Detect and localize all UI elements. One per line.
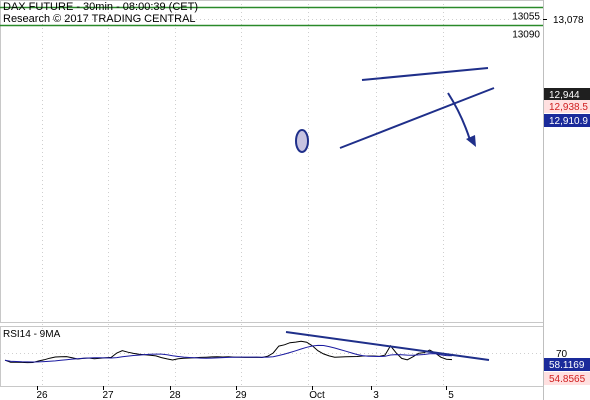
level-label-13055: 13055 bbox=[512, 12, 540, 23]
x-tick-label: 29 bbox=[235, 390, 247, 400]
price-gridlines bbox=[0, 19, 543, 20]
copyright-text: Research © 2017 TRADING CENTRAL bbox=[3, 13, 196, 25]
rsi-ma-line bbox=[4, 344, 453, 363]
price-panel-frame bbox=[0, 0, 544, 323]
trendline-upper bbox=[361, 67, 489, 81]
price-tag-label: 12,944 bbox=[549, 90, 580, 101]
price-tag-label: 12,938.5 bbox=[549, 102, 588, 113]
x-tick-label: 26 bbox=[36, 390, 48, 400]
gap-ellipse bbox=[295, 129, 309, 153]
price-tag-box bbox=[544, 100, 590, 113]
price-tag-box bbox=[544, 114, 590, 127]
price-tag-box bbox=[544, 88, 590, 101]
forecast-arrow bbox=[447, 92, 471, 141]
rsi-tick-label: 70 bbox=[556, 349, 568, 360]
x-tick-label: Oct bbox=[309, 390, 325, 400]
levels-layer: 13090130551300012975128801283512772 bbox=[0, 6, 543, 41]
rsi-tag-box bbox=[544, 358, 590, 371]
chart-title: DAX FUTURE - 30min - 08:00:39 (CET) bbox=[3, 1, 198, 13]
rsi-tag-label: 58.1169 bbox=[549, 360, 585, 371]
level-label-13090: 13090 bbox=[512, 30, 540, 41]
rsi-title: RSI14 - 9MA bbox=[3, 329, 61, 340]
rsi-tag-label: 54.8565 bbox=[549, 374, 586, 385]
x-tick-label: 3 bbox=[373, 390, 379, 400]
y-tick-label: 13,078 bbox=[553, 15, 584, 26]
y-axis-labels: 13,07812,77812,62770 bbox=[543, 15, 584, 360]
x-tick-label: 5 bbox=[448, 390, 454, 400]
x-axis-labels: 26 27 28 29 Oct 3 5 bbox=[36, 386, 454, 400]
rsi-tag-box bbox=[544, 372, 590, 385]
price-tag-label: 12,910.9 bbox=[549, 116, 588, 127]
forecast-arrowhead bbox=[466, 135, 476, 147]
trendline-lower bbox=[339, 87, 495, 149]
x-tick-label: 27 bbox=[102, 390, 114, 400]
rsi-divergence-line bbox=[285, 331, 490, 361]
day-gridlines bbox=[42, 0, 444, 387]
x-tick-label: 28 bbox=[169, 390, 181, 400]
